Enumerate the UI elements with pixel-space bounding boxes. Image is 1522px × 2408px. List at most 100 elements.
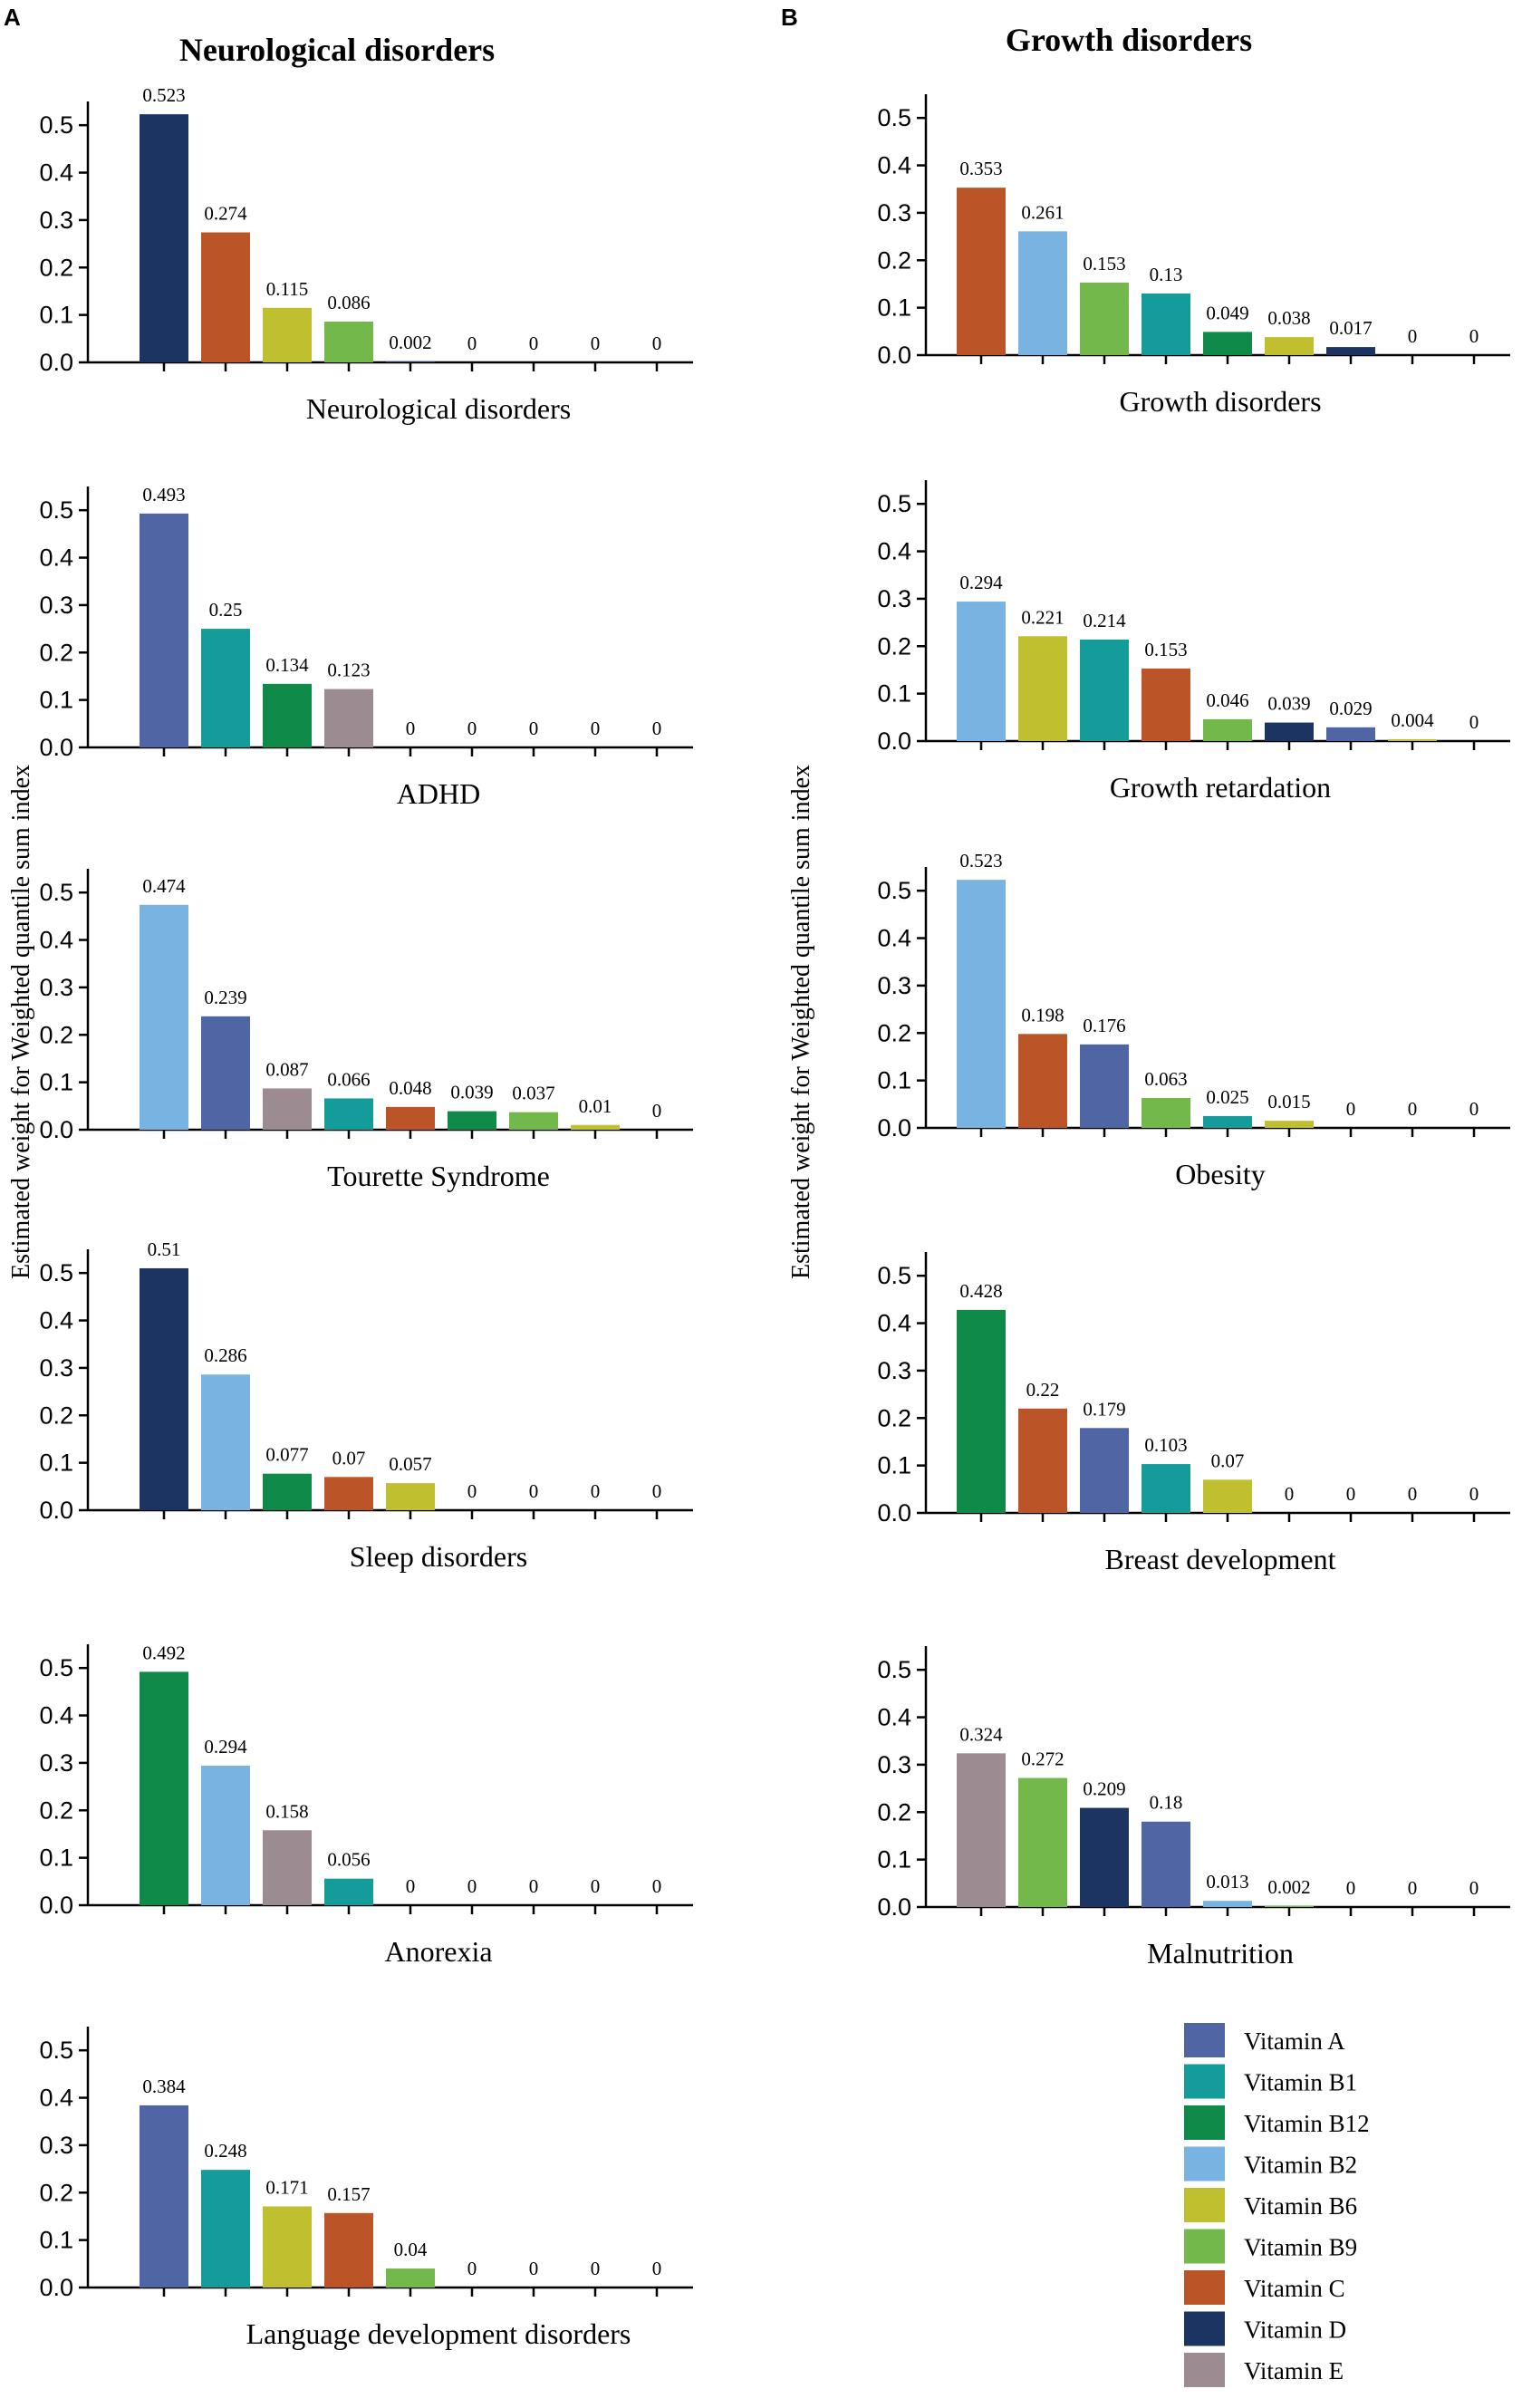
chart-xlabel: Neurological disorders [306, 392, 571, 425]
bar-value-label: 0.01 [579, 1095, 612, 1117]
legend-label: Vitamin B6 [1244, 2192, 1357, 2220]
y-tick-label: 0.4 [39, 927, 73, 954]
bar-vitamin-b9 [324, 321, 373, 362]
bar-vitamin-d [140, 1267, 188, 1510]
chart-4: 0.0 0.1 0.2 0.3 0.4 0.5 0.51 0.286 0.077 0.07 0.05… [39, 1238, 693, 1573]
y-tick-label: 0.3 [877, 1357, 911, 1384]
y-tick-label: 0.5 [39, 2037, 73, 2064]
bar-value-label: 0.013 [1206, 1871, 1248, 1893]
bar-vitamin-b9 [1018, 1777, 1067, 1907]
bar-vitamin-a [1326, 727, 1375, 741]
y-axis-label-b: Estimated weight for Weighted quantile s… [787, 765, 815, 1279]
legend-label: Vitamin D [1244, 2316, 1346, 2344]
y-tick-label: 0.4 [877, 1310, 911, 1337]
bar-value-label: 0.221 [1021, 606, 1064, 628]
chart-11: 0.0 0.1 0.2 0.3 0.4 0.5 0.324 0.272 0.209 0.18 0.0… [877, 1646, 1510, 1970]
bar-value-label: 0.039 [1267, 693, 1310, 715]
bar-value-label: 0.04 [394, 2239, 428, 2260]
panel-a-title: Neurological disorders [179, 32, 495, 68]
bar-value-label: 0.123 [327, 660, 370, 681]
bar-vitamin-b2 [957, 880, 1006, 1128]
y-tick-label: 0.0 [877, 1499, 911, 1527]
y-axis-label-a: Estimated weight for Weighted quantile s… [7, 765, 35, 1279]
bar-value-label: 0.057 [389, 1453, 431, 1475]
legend-label: Vitamin A [1244, 2028, 1345, 2055]
chart-xlabel: Malnutrition [1147, 1937, 1294, 1970]
bar-vitamin-b12 [263, 1473, 312, 1510]
chart-xlabel: Language development disorders [246, 2317, 631, 2350]
bar-value-label: 0.176 [1083, 1015, 1125, 1036]
legend-label: Vitamin B12 [1244, 2110, 1370, 2137]
legend-swatch-vitamin-b9 [1184, 2229, 1225, 2264]
chart-3: 0.0 0.1 0.2 0.3 0.4 0.5 0.474 0.239 0.087 0.066 0.… [39, 869, 693, 1192]
chart-xlabel: Growth disorders [1119, 385, 1321, 418]
bar-value-label: 0 [652, 1875, 662, 1897]
bar-value-label: 0.51 [148, 1238, 181, 1260]
legend-label: Vitamin C [1244, 2275, 1345, 2302]
bar-value-label: 0.025 [1206, 1086, 1248, 1108]
bar-vitamin-b1 [1203, 1115, 1252, 1128]
bar-value-label: 0 [467, 1480, 477, 1502]
bar-value-label: 0.523 [959, 850, 1002, 872]
panel-label-b: B [781, 4, 798, 31]
bar-value-label: 0.038 [1267, 307, 1310, 329]
chart-9: 0.0 0.1 0.2 0.3 0.4 0.5 0.523 0.198 0.176 0.063 0.… [877, 850, 1510, 1190]
bar-value-label: 0.037 [512, 1083, 554, 1104]
bar-vitamin-b9 [1203, 718, 1252, 741]
bar-value-label: 0.004 [1391, 709, 1434, 731]
bar-value-label: 0 [1408, 1098, 1418, 1120]
y-tick-label: 0.4 [39, 1307, 73, 1334]
bar-vitamin-b1 [1080, 639, 1129, 741]
bar-value-label: 0.428 [959, 1280, 1002, 1302]
bar-vitamin-d [140, 114, 188, 362]
y-tick-label: 0.5 [39, 879, 73, 906]
chart-6: 0.0 0.1 0.2 0.3 0.4 0.5 0.384 0.248 0.171 0.157 0.… [39, 2027, 693, 2350]
y-tick-label: 0.1 [877, 1067, 911, 1094]
bar-value-label: 0.384 [142, 2076, 186, 2097]
bar-vitamin-b1 [1142, 1464, 1190, 1513]
bar-value-label: 0.248 [204, 2140, 246, 2162]
bar-value-label: 0.002 [389, 332, 431, 353]
y-tick-label: 0.0 [39, 349, 73, 376]
bar-value-label: 0.015 [1267, 1091, 1310, 1112]
bar-value-label: 0 [529, 1480, 539, 1502]
bar-vitamin-b9 [1265, 1905, 1314, 1907]
y-tick-label: 0.1 [39, 687, 73, 714]
bar-value-label: 0.171 [265, 2176, 308, 2198]
y-tick-label: 0.5 [39, 1259, 73, 1286]
bar-value-label: 0.046 [1206, 689, 1248, 711]
bar-value-label: 0.492 [142, 1642, 185, 1663]
bar-value-label: 0.294 [204, 1736, 247, 1758]
bar-value-label: 0.179 [1083, 1398, 1125, 1420]
y-tick-label: 0.0 [877, 1893, 911, 1921]
bar-value-label: 0 [652, 1100, 662, 1122]
bar-value-label: 0.077 [265, 1444, 308, 1466]
bar-vitamin-a [1142, 1821, 1190, 1907]
bar-value-label: 0.239 [204, 987, 246, 1008]
y-tick-label: 0.3 [877, 585, 911, 612]
bar-vitamin-a [1080, 1428, 1129, 1513]
y-tick-label: 0.4 [39, 544, 73, 572]
y-tick-label: 0.3 [877, 1751, 911, 1778]
bar-value-label: 0 [467, 2258, 477, 2279]
bar-vitamin-b12 [140, 1671, 188, 1905]
chart-xlabel: Anorexia [384, 1935, 492, 1968]
chart-1: 0.0 0.1 0.2 0.3 0.4 0.5 0.523 0.274 0.115 0.086 0.… [39, 84, 693, 425]
bar-value-label: 0.153 [1144, 639, 1187, 660]
y-tick-label: 0.4 [877, 925, 911, 952]
bar-vitamin-b1 [201, 2170, 250, 2288]
bar-vitamin-b2 [201, 1374, 250, 1510]
bar-value-label: 0 [1285, 1483, 1295, 1505]
chart-xlabel: ADHD [397, 777, 480, 810]
bar-vitamin-b6 [263, 2206, 312, 2288]
y-tick-label: 0.4 [877, 152, 911, 179]
chart-xlabel: Tourette Syndrome [327, 1160, 550, 1192]
bar-vitamin-b6 [386, 1483, 435, 1510]
bar-vitamin-b9 [509, 1112, 558, 1130]
bar-vitamin-c [324, 2212, 373, 2288]
y-tick-label: 0.5 [877, 1262, 911, 1289]
bar-value-label: 0 [529, 2258, 539, 2279]
bar-value-label: 0.086 [327, 292, 370, 313]
bar-value-label: 0.063 [1144, 1068, 1187, 1090]
